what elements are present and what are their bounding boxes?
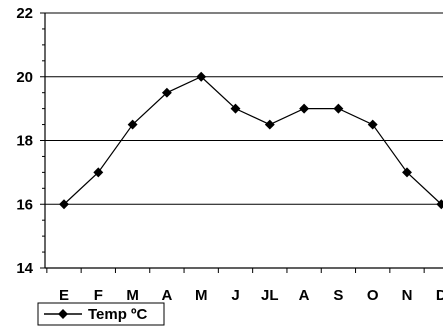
series-line — [63, 76, 442, 205]
data-point — [196, 71, 207, 82]
x-tick-label: M — [126, 287, 139, 304]
x-tick-label: A — [299, 287, 310, 304]
legend: Temp ºC — [37, 302, 165, 326]
legend-box — [37, 302, 165, 326]
x-tick-label: JL — [261, 287, 279, 304]
data-point — [402, 167, 412, 178]
y-tick-label: 18 — [16, 133, 33, 150]
y-tick-label: 14 — [16, 260, 33, 277]
y-tick-label: 22 — [16, 5, 33, 22]
gridlines — [45, 12, 443, 205]
data-point — [333, 103, 344, 114]
y-tick-label: 16 — [16, 196, 33, 213]
x-tick-label: J — [231, 287, 239, 304]
axes — [40, 12, 443, 273]
x-tick-label: D — [436, 287, 443, 304]
y-tick-label: 20 — [16, 69, 33, 86]
data-point — [93, 167, 104, 178]
data-point — [299, 103, 310, 114]
x-tick-label: A — [161, 287, 172, 304]
x-tick-label: M — [195, 287, 208, 304]
data-point — [161, 87, 172, 98]
legend-label: Temp ºC — [88, 306, 148, 323]
data-point — [367, 119, 378, 130]
x-tick-label: S — [333, 287, 343, 304]
data-point — [127, 119, 138, 130]
x-tick-label: N — [402, 287, 413, 304]
data-point — [59, 199, 69, 210]
x-tick-label: O — [367, 287, 379, 304]
data-point — [264, 119, 275, 130]
data-point — [230, 103, 241, 114]
x-tick-label: F — [94, 287, 103, 304]
data-point — [436, 199, 443, 210]
x-tick-label: E — [59, 287, 69, 304]
tick-labels: 14 16 18 20 22 E F M A M J JL A S O N D — [16, 5, 443, 304]
